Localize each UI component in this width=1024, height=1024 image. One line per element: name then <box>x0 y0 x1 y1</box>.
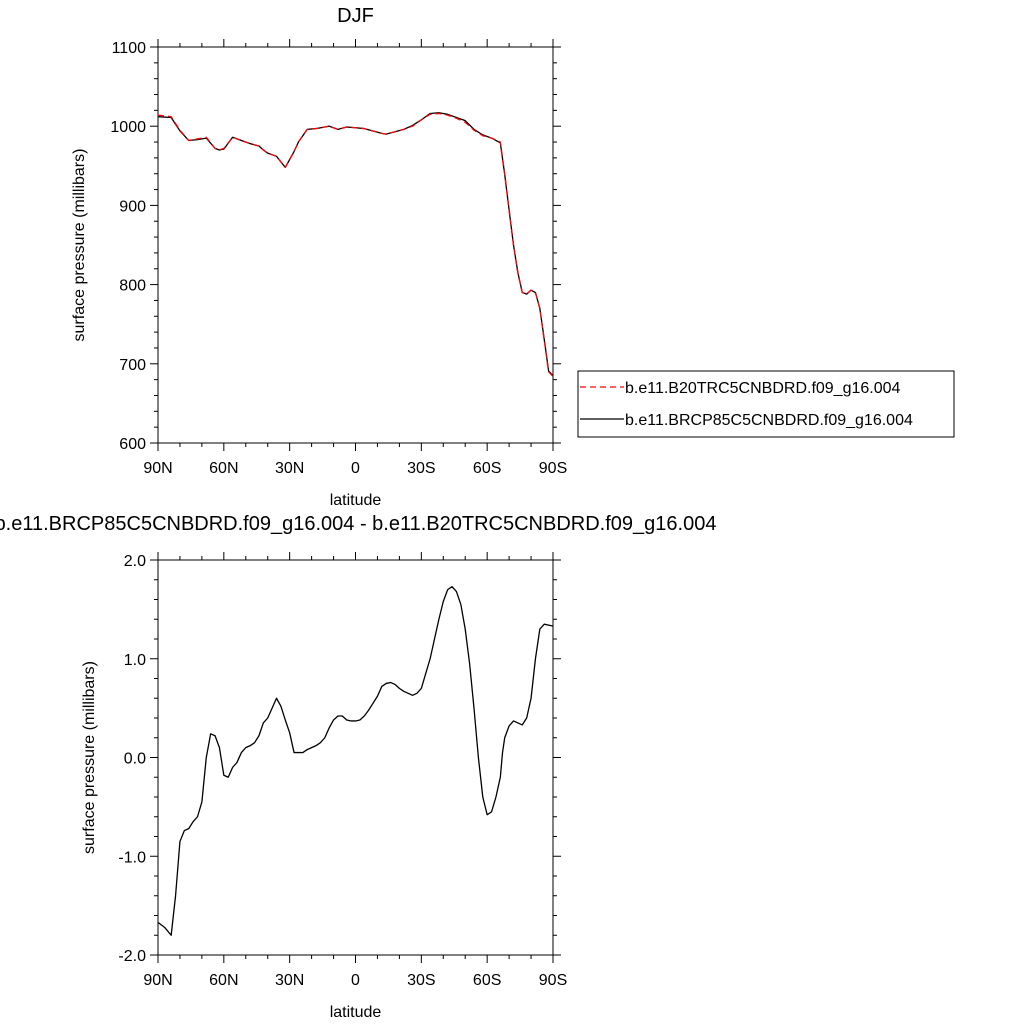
x-tick-label: 30N <box>275 460 304 477</box>
chart-title: b.e11.BRCP85C5CNBDRD.f09_g16.004 - b.e11… <box>0 513 716 535</box>
legend-entry: b.e11.BRCP85C5CNBDRD.f09_g16.004 <box>625 412 913 429</box>
y-axis-label: surface pressure (millibars) <box>81 661 98 854</box>
x-axis-label: latitude <box>330 492 382 509</box>
axis-ticks: 90N 60N 30N 0 30S 60S 90S -2.0 -1.0 0.0 1.0 2.0 <box>118 552 567 989</box>
x-tick-label: 0 <box>351 972 360 989</box>
series-line <box>157 112 554 377</box>
series-lines <box>157 586 554 936</box>
plot-frame <box>157 46 554 444</box>
y-tick-label: -2.0 <box>118 948 146 965</box>
series-line <box>157 586 554 936</box>
legend-box <box>577 370 955 438</box>
x-tick-label: 0 <box>351 460 360 477</box>
x-tick-label: 60S <box>473 972 501 989</box>
x-tick-label: 30S <box>407 972 435 989</box>
y-tick-label: 2.0 <box>124 553 146 570</box>
y-tick-label: 0.0 <box>124 751 146 768</box>
x-tick-label: 30N <box>275 972 304 989</box>
series-line <box>157 112 554 377</box>
series-lines <box>157 112 554 377</box>
legend: b.e11.B20TRC5CNBDRD.f09_g16.004 b.e11.BR… <box>577 370 955 438</box>
y-axis-label: surface pressure (millibars) <box>71 149 88 342</box>
y-tick-label: 1000 <box>110 119 146 136</box>
y-tick-label: 900 <box>119 198 146 215</box>
x-tick-label: 90S <box>539 460 567 477</box>
chart-title: DJF <box>337 5 374 27</box>
x-tick-label: 90N <box>143 460 172 477</box>
y-tick-label: 700 <box>119 357 146 374</box>
y-tick-label: 800 <box>119 278 146 295</box>
y-tick-label: 1.0 <box>124 652 146 669</box>
axis-ticks: 90N 60N 30N 0 30S 60S 90S 600 700 800 900 1000 1100 <box>110 39 567 477</box>
x-tick-label: 90N <box>143 972 172 989</box>
x-tick-label: 60N <box>209 460 238 477</box>
y-tick-label: -1.0 <box>118 849 146 866</box>
y-tick-label: 1100 <box>112 40 147 57</box>
x-axis-label: latitude <box>330 1004 382 1021</box>
y-tick-label: 600 <box>119 436 146 453</box>
plot-frame <box>157 559 554 956</box>
x-tick-label: 60S <box>473 460 501 477</box>
bottom-chart: b.e11.BRCP85C5CNBDRD.f09_g16.004 - b.e11… <box>0 513 716 1021</box>
legend-entry: b.e11.B20TRC5CNBDRD.f09_g16.004 <box>625 380 901 397</box>
top-chart: DJF 90N 60N 30N 0 30S 60S 90S 600 700 800 900 1000 1… <box>71 5 567 509</box>
x-tick-label: 60N <box>209 972 238 989</box>
x-tick-label: 30S <box>407 460 435 477</box>
x-tick-label: 90S <box>539 972 567 989</box>
